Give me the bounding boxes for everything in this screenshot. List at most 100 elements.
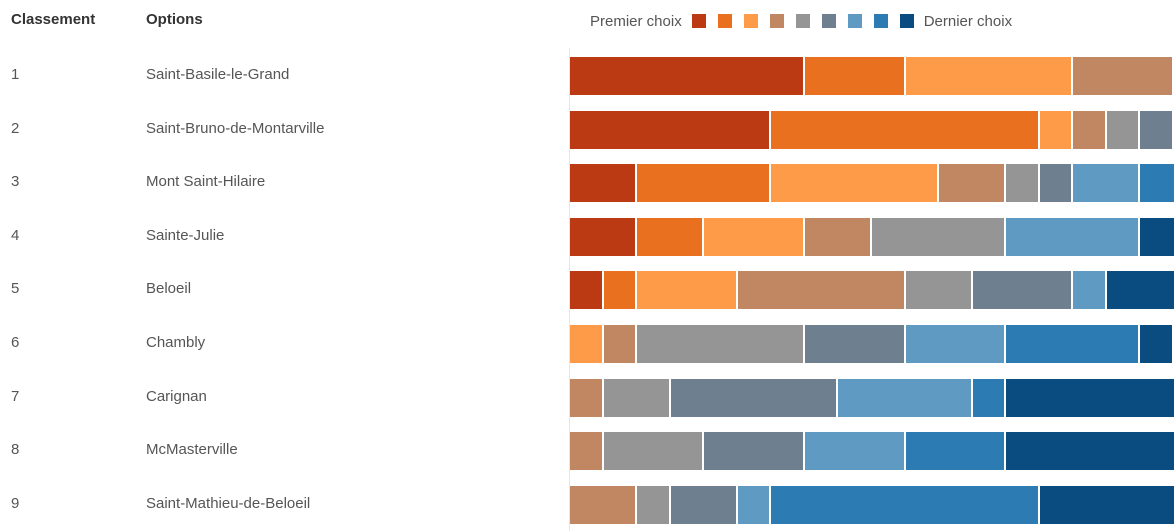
bar-segment-rank-9 [1006, 378, 1174, 417]
bar-segment-rank-9 [1140, 217, 1174, 256]
legend-swatch-rank-3 [743, 14, 758, 28]
bar-segment-rank-4 [804, 217, 872, 256]
legend: Premier choix Dernier choix [590, 10, 1012, 32]
bar-segment-rank-4 [603, 325, 638, 363]
chart-row: 8 McMasterville [0, 432, 1174, 471]
bar-segment-rank-1 [570, 271, 604, 310]
option-label: Chambly [146, 334, 206, 351]
chart-row: 5 Beloeil [0, 271, 1174, 310]
bar-segment-rank-5 [603, 378, 671, 417]
bar-segment-rank-4 [1073, 110, 1107, 149]
legend-swatch-rank-4 [769, 14, 784, 28]
bar-segment-rank-1 [570, 164, 638, 203]
bar-segment-rank-9 [1039, 485, 1174, 524]
stacked-bar [570, 485, 1174, 524]
bar-segment-rank-4 [570, 432, 604, 471]
chart-row: 2 Saint-Bruno-de-Montarville [0, 110, 1174, 149]
bar-segment-rank-7 [1073, 271, 1107, 310]
rank-number: 2 [11, 119, 20, 137]
bar-segment-rank-6 [804, 325, 906, 363]
stacked-bar [570, 110, 1174, 149]
rank-number: 8 [11, 441, 20, 459]
option-label: Saint-Mathieu-de-Beloeil [146, 494, 311, 512]
legend-swatch-rank-2 [717, 14, 732, 28]
rank-number: 1 [11, 66, 20, 83]
stacked-bar [570, 57, 1174, 95]
chart-row: 1 Saint-Basile-le-Grand [0, 57, 1174, 95]
bar-segment-rank-4 [737, 271, 906, 310]
options-column-header: Options [146, 11, 203, 28]
axis-line [569, 48, 570, 531]
bar-segment-rank-6 [972, 271, 1074, 310]
legend-swatch-rank-8 [873, 14, 888, 28]
bar-segment-rank-5 [637, 325, 805, 363]
legend-swatch-rank-9 [899, 14, 914, 28]
bar-segment-rank-6 [670, 485, 738, 524]
bar-segment-rank-5 [872, 217, 1007, 256]
bar-segment-rank-4 [570, 378, 604, 417]
chart-row: 7 Carignan [0, 378, 1174, 417]
bar-segment-rank-8 [1140, 164, 1174, 203]
bar-segment-rank-5 [603, 432, 705, 471]
bar-segment-rank-4 [570, 485, 638, 524]
bar-segment-rank-7 [737, 485, 772, 524]
bar-segment-rank-1 [570, 110, 772, 149]
bar-segment-rank-2 [637, 164, 772, 203]
bar-segment-rank-2 [804, 57, 906, 95]
option-label: Saint-Bruno-de-Montarville [146, 119, 325, 137]
bar-segment-rank-5 [1006, 164, 1040, 203]
chart-row: 6 Chambly [0, 325, 1174, 363]
bar-segment-rank-3 [704, 217, 805, 256]
rank-number: 9 [11, 494, 20, 512]
legend-swatch-rank-5 [795, 14, 810, 28]
bar-segment-rank-3 [1039, 110, 1074, 149]
bar-segment-rank-7 [1006, 217, 1141, 256]
chart-row: 4 Sainte-Julie [0, 217, 1174, 256]
legend-swatch-rank-1 [691, 14, 706, 28]
rank-number: 5 [11, 280, 20, 298]
chart-row: 9 Saint-Mathieu-de-Beloeil [0, 485, 1174, 524]
bar-segment-rank-3 [771, 164, 940, 203]
bar-segment-rank-7 [804, 432, 906, 471]
bar-segment-rank-9 [1106, 271, 1174, 310]
option-label: Saint-Basile-le-Grand [146, 66, 290, 83]
stacked-bar [570, 432, 1174, 471]
bar-segment-rank-2 [771, 110, 1040, 149]
bar-segment-rank-8 [771, 485, 1040, 524]
bar-segment-rank-6 [1039, 164, 1074, 203]
chart-row: 3 Mont Saint-Hilaire [0, 164, 1174, 203]
bar-segment-rank-2 [603, 271, 638, 310]
option-label: Sainte-Julie [146, 226, 225, 244]
bar-segment-rank-5 [905, 271, 973, 310]
bar-segment-rank-9 [1140, 325, 1174, 363]
rank-number: 3 [11, 173, 20, 191]
stacked-bar [570, 378, 1174, 417]
legend-last-choice-label: Dernier choix [923, 12, 1013, 30]
bar-segment-rank-7 [838, 378, 973, 417]
bar-segment-rank-2 [637, 217, 705, 256]
legend-first-choice-label: Premier choix [590, 12, 682, 30]
rank-number: 6 [11, 334, 20, 351]
bar-segment-rank-6 [704, 432, 805, 471]
stacked-bar [570, 325, 1174, 363]
bar-segment-rank-3 [637, 271, 738, 310]
bar-segment-rank-4 [1073, 57, 1174, 95]
option-label: Beloeil [146, 280, 192, 298]
bar-segment-rank-7 [1073, 164, 1141, 203]
bar-segment-rank-5 [1106, 110, 1141, 149]
rank-number: 7 [11, 387, 20, 405]
bar-segment-rank-5 [637, 485, 671, 524]
bar-segment-rank-4 [939, 164, 1007, 203]
rank-number: 4 [11, 226, 20, 244]
bar-segment-rank-8 [972, 378, 1007, 417]
bar-segment-rank-1 [570, 217, 638, 256]
bar-segment-rank-8 [905, 432, 1007, 471]
stacked-bar [570, 164, 1174, 203]
bar-segment-rank-8 [1006, 325, 1141, 363]
legend-swatch-rank-7 [847, 14, 862, 28]
stacked-bar [570, 271, 1174, 310]
bar-segment-rank-3 [905, 57, 1074, 95]
option-label: Carignan [146, 387, 207, 405]
bar-segment-rank-7 [905, 325, 1007, 363]
stacked-bar [570, 217, 1174, 256]
